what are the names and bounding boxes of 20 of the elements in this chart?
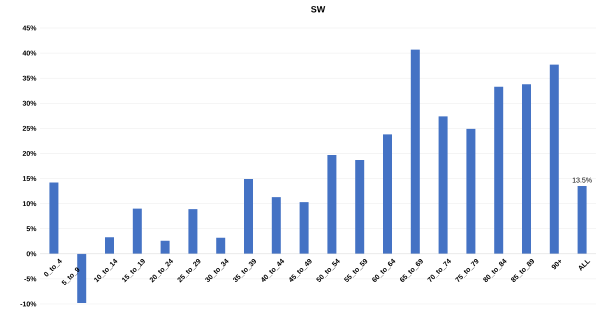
bar	[49, 182, 58, 254]
bar	[410, 50, 420, 254]
bar	[438, 116, 448, 254]
bar	[550, 64, 559, 254]
bar	[188, 209, 198, 254]
bar	[466, 128, 476, 254]
bar	[578, 186, 587, 254]
chart-title: SW	[311, 6, 326, 12]
bar	[244, 179, 254, 254]
bar	[160, 240, 170, 254]
bar	[300, 202, 309, 254]
bar	[355, 160, 364, 254]
bar	[383, 134, 392, 254]
bar	[522, 84, 531, 254]
bar	[216, 238, 226, 254]
bar	[132, 208, 142, 254]
bar	[494, 86, 504, 254]
bar	[105, 237, 114, 254]
bar	[327, 154, 336, 254]
bar	[272, 197, 281, 254]
